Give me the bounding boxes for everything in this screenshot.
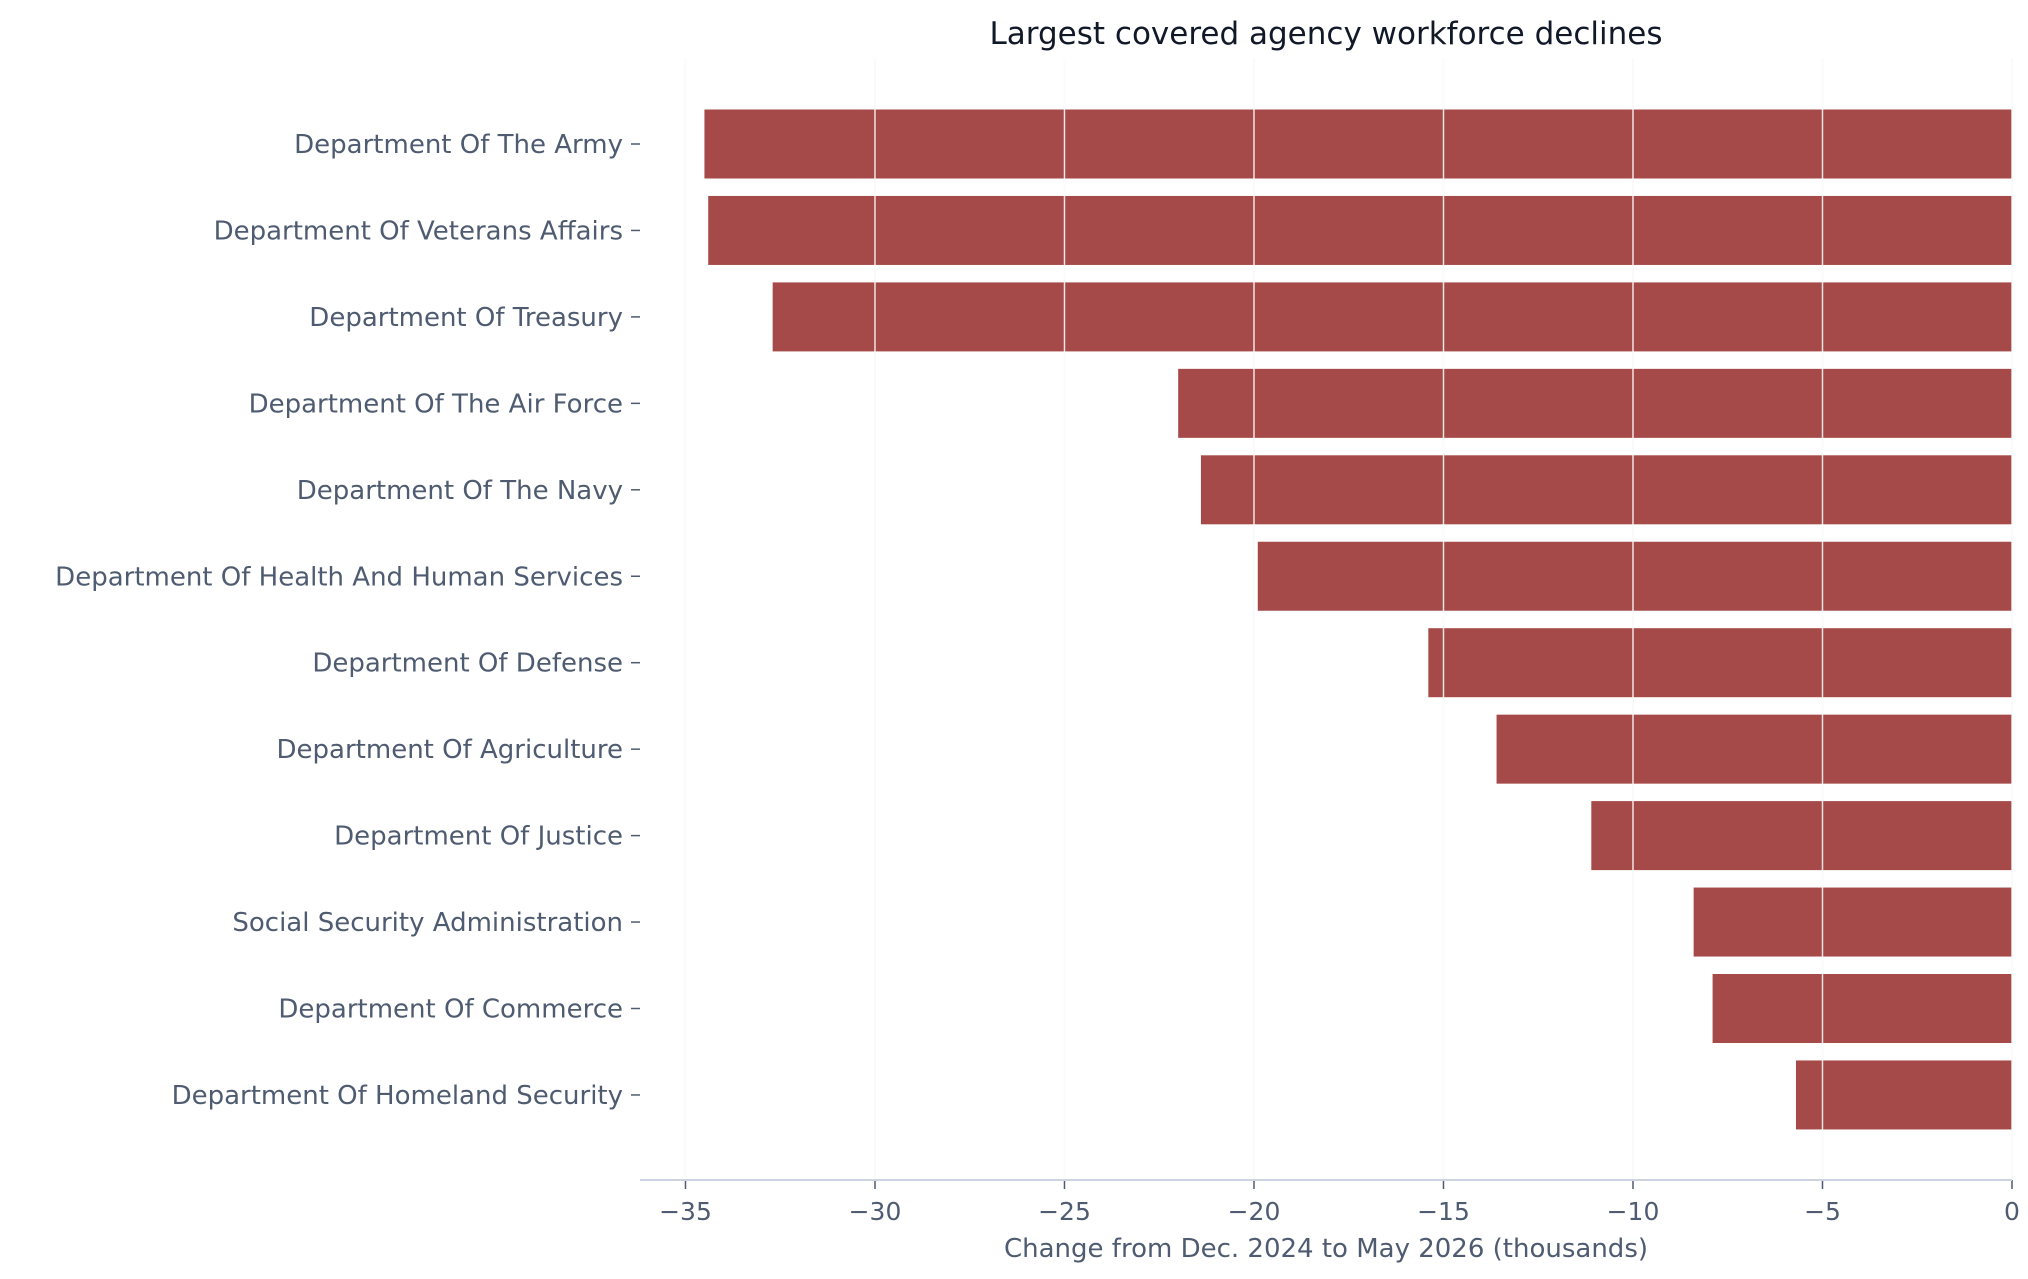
bar: [1712, 974, 2012, 1043]
x-tick-label: −10: [1607, 1197, 1660, 1226]
x-tick-label: −30: [849, 1197, 902, 1226]
bar: [1693, 887, 2012, 957]
bar: [1178, 368, 2012, 438]
x-tick-label: −15: [1417, 1197, 1470, 1226]
y-tick-label: Department Of Justice: [334, 822, 623, 852]
y-tick-label: Department Of Homeland Security: [172, 1081, 623, 1111]
bar: [704, 109, 2013, 179]
y-tick-label: Department Of Health And Human Services: [55, 562, 623, 592]
y-tick-label: Department Of Agriculture: [277, 735, 623, 765]
x-axis-label: Change from Dec. 2024 to May 2026 (thous…: [1004, 1234, 1648, 1264]
x-tick-label: −20: [1228, 1197, 1281, 1226]
bar: [1795, 1060, 2012, 1130]
bar: [1200, 455, 2012, 525]
bar: [772, 282, 2013, 352]
bar: [1496, 714, 2012, 784]
y-tick-label: Department Of Commerce: [278, 995, 623, 1025]
y-tick-label: Department Of Veterans Affairs: [214, 216, 623, 246]
chart-title: Largest covered agency workforce decline…: [990, 16, 1663, 52]
x-tick-label: −5: [1804, 1197, 1841, 1226]
bar: [1257, 541, 2012, 611]
y-tick-label: Department Of Treasury: [309, 303, 623, 333]
y-tick-label: Department Of Defense: [312, 649, 623, 679]
y-tick-label: Department Of The Air Force: [249, 389, 623, 419]
y-tick-label: Department Of The Navy: [297, 476, 623, 506]
bar: [708, 195, 2013, 265]
axes: −35 −30 −25 −20 −15 −10 −5 0 Department Of The A…: [55, 130, 2020, 1226]
y-tick-label: Social Security Administration: [232, 908, 623, 938]
bar: [1428, 628, 2012, 698]
bars: [684, 58, 2013, 1180]
bar: [1591, 801, 2012, 871]
x-tick-label: −25: [1038, 1197, 1091, 1226]
y-tick-label: Department Of The Army: [294, 130, 623, 160]
x-tick-label: 0: [2004, 1197, 2020, 1226]
x-tick-label: −35: [659, 1197, 712, 1226]
